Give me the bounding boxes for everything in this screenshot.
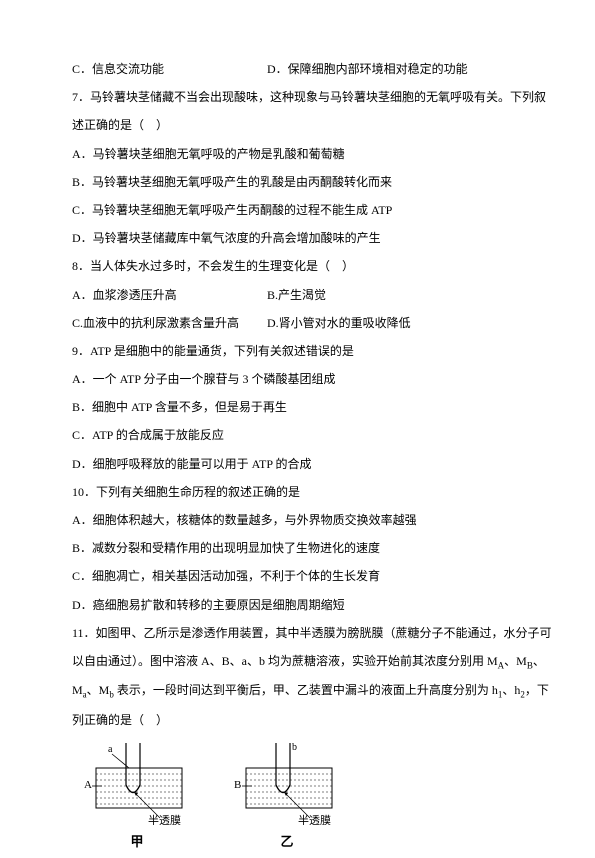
q9-opt-b: B．细胞中 ATP 含量不多，但是易于再生	[72, 393, 523, 421]
q9-opt-a: A．一个 ATP 分子由一个腺苷与 3 个磷酸基团组成	[72, 365, 523, 393]
q8-opt-a: A．血浆渗透压升高	[72, 281, 267, 309]
side-label-B: B	[234, 779, 241, 791]
q11c-mid: 表示，一段时间达到平衡后，甲、乙装置中漏斗的液面上升高度分别为 h	[117, 683, 498, 697]
top-label-a: a	[108, 744, 113, 755]
q10-stem: 10．下列有关细胞生命历程的叙述正确的是	[72, 478, 523, 506]
q7-opt-c: C．马铃薯块茎细胞无氧呼吸产生丙酮酸的过程不能生成 ATP	[72, 196, 523, 224]
arrow-label-jia: 半透膜	[148, 813, 181, 825]
q7-stem-1: 7．马铃薯块茎储藏不当会出现酸味，这种现象与马铃薯块茎细胞的无氧呼吸有关。下列叙	[72, 83, 523, 111]
q7-opt-b: B．马铃薯块茎细胞无氧呼吸产生的乳酸是由丙酮酸转化而来	[72, 168, 523, 196]
q8-opt-c: C.血液中的抗利尿激素含量升高	[72, 309, 267, 337]
q11-stem-4: 列正确的是（ ）	[72, 706, 523, 734]
q11b-text: 以自由通过）。图中溶液 A、B、a、b 均为蔗糖溶液，实验开始前其浓度分别用 M	[72, 654, 498, 668]
caption-yi: 乙	[280, 827, 293, 858]
sub-MA: A	[498, 660, 505, 670]
q11-stem-1: 11．如图甲、乙所示是渗透作用装置，其中半透膜为膀胱膜（蔗糖分子不能通过，水分子…	[72, 619, 523, 647]
q8-row2: C.血液中的抗利尿激素含量升高 D.肾小管对水的重吸收降低	[72, 309, 523, 337]
diagram-jia-svg: a A 半透膜	[82, 740, 192, 825]
option-d: D．保障细胞内部环境相对稳定的功能	[267, 55, 468, 83]
q8-row1: A．血浆渗透压升高 B.产生渴觉	[72, 281, 523, 309]
sub-Mb: b	[109, 690, 114, 700]
q9-stem: 9．ATP 是细胞中的能量通货，下列有关叙述错误的是	[72, 337, 523, 365]
sub-Ma: a	[83, 690, 87, 700]
q7-opt-d: D．马铃薯块茎储藏库中氧气浓度的升高会增加酸味的产生	[72, 224, 523, 252]
q9-opt-d: D．细胞呼吸释放的能量可以用于 ATP 的合成	[72, 450, 523, 478]
q7-opt-a: A．马铃薯块茎细胞无氧呼吸的产物是乳酸和葡萄糖	[72, 140, 523, 168]
figure-jia: a A 半透膜 甲	[82, 740, 192, 858]
q11-stem-2: 以自由通过）。图中溶液 A、B、a、b 均为蔗糖溶液，实验开始前其浓度分别用 M…	[72, 647, 523, 677]
q7-stem-2: 述正确的是（ ）	[72, 111, 523, 139]
q8-stem: 8．当人体失水过多时，不会发生的生理变化是（ ）	[72, 252, 523, 280]
q11c-prefix: M	[72, 683, 83, 697]
arrow-label-yi: 半透膜	[298, 813, 331, 825]
caption-jia: 甲	[130, 827, 143, 858]
q8-opt-d: D.肾小管对水的重吸收降低	[267, 309, 411, 337]
q11c-end: ，下	[525, 683, 549, 697]
q10-opt-c: C．细胞凋亡，相关基因活动加强，不利于个体的生长发育	[72, 562, 523, 590]
side-label-A: A	[84, 779, 92, 791]
q8-opt-b: B.产生渴觉	[267, 281, 326, 309]
q11-stem-3: Ma、Mb 表示，一段时间达到平衡后，甲、乙装置中漏斗的液面上升高度分别为 h1…	[72, 676, 523, 706]
top-label-b: b	[292, 742, 297, 753]
q10-opt-d: D．癌细胞易扩散和转移的主要原因是细胞周期缩短	[72, 591, 523, 619]
diagram-yi-svg: b B 半透膜	[232, 740, 342, 825]
sub-MB: B	[527, 660, 533, 670]
q10-opt-a: A．细胞体积越大，核糖体的数量越多，与外界物质交换效率越强	[72, 506, 523, 534]
q9-opt-c: C．ATP 的合成属于放能反应	[72, 421, 523, 449]
sub-h1: 1	[498, 690, 503, 700]
figure-yi: b B 半透膜 乙	[232, 740, 342, 858]
figures-row: a A 半透膜 甲 b B	[72, 740, 523, 858]
q10-opt-b: B．减数分裂和受精作用的出现明显加快了生物进化的速度	[72, 534, 523, 562]
option-c: C．信息交流功能	[72, 55, 267, 83]
option-row-cd: C．信息交流功能 D．保障细胞内部环境相对稳定的功能	[72, 55, 523, 83]
